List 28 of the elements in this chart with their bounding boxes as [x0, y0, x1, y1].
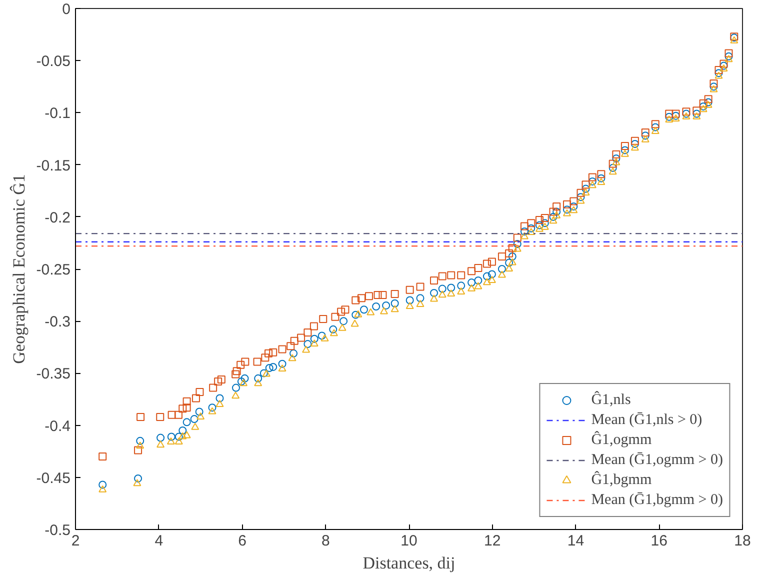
y-tick-label: -0.25	[36, 262, 71, 278]
x-tick-label: 16	[650, 532, 668, 550]
y-tick-label: -0.45	[36, 470, 71, 487]
y-tick-label: -0.05	[36, 53, 71, 70]
y-tick-label: -0.15	[36, 157, 71, 174]
x-tick-label: 18	[734, 532, 751, 550]
y-axis-title: Geographical Economic Ĝ1	[9, 174, 28, 364]
legend-label: Ĝ1,nls	[591, 391, 631, 409]
y-tick-label: -0.3	[44, 314, 71, 331]
x-tick-label: 2	[71, 532, 80, 550]
y-tick-label: -0.1	[44, 105, 71, 122]
y-tick-label: -0.2	[44, 209, 71, 226]
y-tick-label: -0.35	[36, 366, 71, 383]
y-tick-label: -0.4	[44, 418, 71, 435]
legend-label: Mean (Ḡ1,nls > 0)	[591, 411, 702, 429]
x-tick-label: 6	[238, 532, 246, 550]
x-tick-label: 4	[154, 532, 164, 550]
legend-label: Mean (Ḡ1,ogmm > 0)	[591, 451, 723, 469]
x-axis-title: Distances, dij	[362, 554, 456, 572]
x-tick-label: 12	[484, 532, 501, 550]
legend-label: Ĝ1,ogmm	[591, 431, 652, 449]
x-tick-label: 14	[567, 532, 584, 550]
legend-label: Ĝ1,bgmm	[591, 471, 652, 489]
x-tick-label: 8	[321, 532, 330, 550]
x-tick-label: 10	[400, 532, 418, 550]
y-tick-label: 0	[62, 1, 70, 18]
y-tick-label: -0.5	[44, 522, 71, 539]
legend-label: Mean (Ḡ1,bgmm > 0)	[591, 491, 723, 509]
